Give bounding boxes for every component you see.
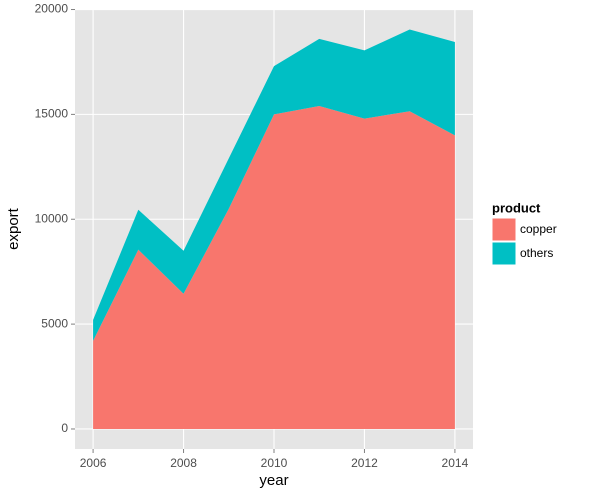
area (93, 105, 455, 429)
legend-label: others (520, 246, 553, 260)
legend-title: product (492, 200, 541, 215)
x-tick-label: 2008 (170, 456, 197, 470)
x-tick-label: 2006 (80, 456, 107, 470)
y-tick-label: 0 (61, 421, 68, 435)
legend-key (491, 241, 517, 266)
y-tick-label: 5000 (41, 316, 68, 330)
x-tick-label: 2012 (351, 456, 378, 470)
y-axis-title: export (5, 207, 22, 250)
legend-label: copper (520, 222, 557, 236)
legend-key (491, 217, 517, 242)
y-tick-label: 20000 (35, 2, 69, 16)
x-axis-title: year (259, 472, 288, 489)
y-tick-label: 10000 (35, 211, 69, 225)
y-tick-label: 15000 (35, 107, 69, 121)
x-tick-label: 2014 (442, 456, 469, 470)
x-tick-label: 2010 (261, 456, 288, 470)
area (93, 29, 455, 341)
